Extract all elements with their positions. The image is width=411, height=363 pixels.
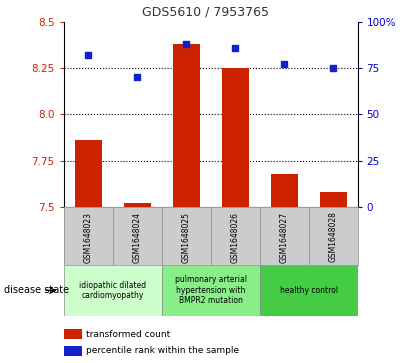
Text: disease state: disease state (4, 285, 69, 295)
Bar (173, 44, 200, 207)
Text: GSM1648027: GSM1648027 (279, 212, 289, 262)
Text: transformed count: transformed count (86, 330, 171, 339)
Bar (222, 68, 249, 207)
Point (85, 52, 92, 58)
Bar (75, 140, 102, 207)
Bar (64, 346, 82, 356)
Text: GSM1648025: GSM1648025 (182, 212, 191, 262)
Bar (64, 329, 82, 339)
Text: GSM1648026: GSM1648026 (231, 212, 240, 262)
Point (281, 61, 287, 67)
Text: idiopathic dilated
cardiomyopathy: idiopathic dilated cardiomyopathy (79, 281, 146, 300)
Text: healthy control: healthy control (279, 286, 338, 295)
Text: GSM1648028: GSM1648028 (328, 212, 337, 262)
Text: GSM1648023: GSM1648023 (84, 212, 93, 262)
Bar (162, 265, 260, 316)
Bar (124, 203, 151, 207)
Point (232, 45, 238, 50)
Text: percentile rank within the sample: percentile rank within the sample (86, 346, 240, 355)
Point (183, 41, 189, 47)
Text: GDS5610 / 7953765: GDS5610 / 7953765 (142, 5, 269, 19)
Point (330, 65, 336, 71)
Text: pulmonary arterial
hypertension with
BMPR2 mutation: pulmonary arterial hypertension with BMP… (175, 276, 247, 305)
Bar (320, 192, 346, 207)
Bar (260, 265, 358, 316)
Bar (270, 174, 298, 207)
Bar (64, 265, 162, 316)
Text: GSM1648024: GSM1648024 (133, 212, 142, 262)
Point (134, 74, 141, 80)
